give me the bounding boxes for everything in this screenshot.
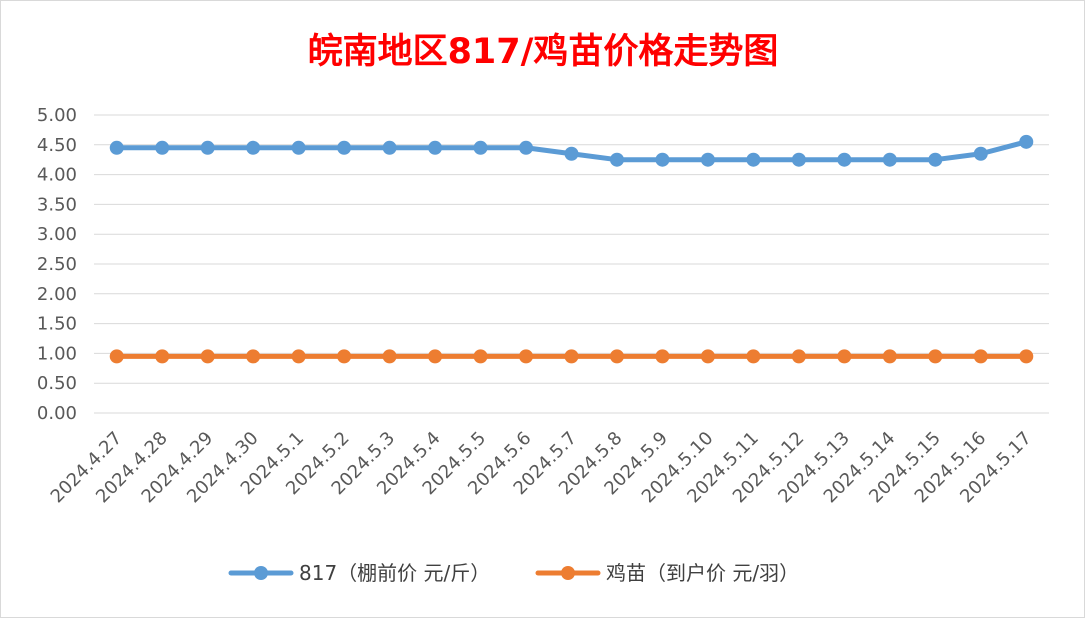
data-point [928, 349, 943, 364]
data-point [155, 349, 170, 364]
y-tick-label: 2.00 [37, 284, 77, 305]
data-point [246, 140, 261, 155]
data-point [882, 152, 897, 167]
data-point [609, 152, 624, 167]
y-tick-label: 3.00 [37, 224, 77, 245]
data-point [337, 140, 352, 155]
legend-marker [254, 566, 268, 580]
legend-marker [561, 566, 575, 580]
data-point [609, 349, 624, 364]
data-point [791, 152, 806, 167]
data-point [382, 140, 397, 155]
data-point [791, 349, 806, 364]
data-point [700, 152, 715, 167]
y-tick-label: 2.50 [37, 254, 77, 275]
data-point [973, 146, 988, 161]
y-tick-label: 0.00 [37, 403, 77, 424]
series-lines [109, 134, 1034, 364]
data-point [337, 349, 352, 364]
y-tick-label: 4.00 [37, 165, 77, 186]
data-point [428, 140, 443, 155]
y-tick-label: 3.50 [37, 194, 77, 215]
data-point [837, 349, 852, 364]
data-point [746, 349, 761, 364]
y-tick-label: 1.50 [37, 314, 77, 335]
data-point [655, 152, 670, 167]
data-point [519, 140, 534, 155]
data-point [200, 140, 215, 155]
series [109, 349, 1034, 364]
series [109, 134, 1034, 167]
data-point [837, 152, 852, 167]
data-point [382, 349, 397, 364]
data-point [973, 349, 988, 364]
legend-label: 817（棚前价 元/斤） [299, 561, 490, 585]
y-axis-tick-labels: 0.00 0.50 1.00 1.50 2.00 2.50 3.00 3.50 4.00 4.50… [37, 105, 77, 424]
data-point [655, 349, 670, 364]
chart-title: 皖南地区817/鸡苗价格走势图 [308, 32, 779, 72]
y-tick-label: 1.00 [37, 343, 77, 364]
data-point [564, 146, 579, 161]
data-point [700, 349, 715, 364]
data-point [928, 152, 943, 167]
data-point [291, 349, 306, 364]
data-point [155, 140, 170, 155]
data-point [473, 140, 488, 155]
data-point [291, 140, 306, 155]
data-point [200, 349, 215, 364]
y-tick-label: 4.50 [37, 135, 77, 156]
data-point [428, 349, 443, 364]
data-point [1019, 134, 1034, 149]
legend: 817（棚前价 元/斤） 鸡苗（到户价 元/羽） [228, 561, 799, 585]
data-point [109, 349, 124, 364]
legend-item: 鸡苗（到户价 元/羽） [535, 561, 799, 585]
data-point [1019, 349, 1034, 364]
data-point [473, 349, 488, 364]
x-axis-tick-labels: 2024.4.272024.4.282024.4.292024.4.302024… [47, 428, 1036, 508]
y-tick-label: 0.50 [37, 373, 77, 394]
legend-label: 鸡苗（到户价 元/羽） [606, 561, 799, 585]
data-point [109, 140, 124, 155]
data-point [882, 349, 897, 364]
legend-item: 817（棚前价 元/斤） [228, 561, 490, 585]
data-point [564, 349, 579, 364]
y-tick-label: 5.00 [37, 105, 77, 126]
data-point [246, 349, 261, 364]
data-point [519, 349, 534, 364]
data-point [746, 152, 761, 167]
